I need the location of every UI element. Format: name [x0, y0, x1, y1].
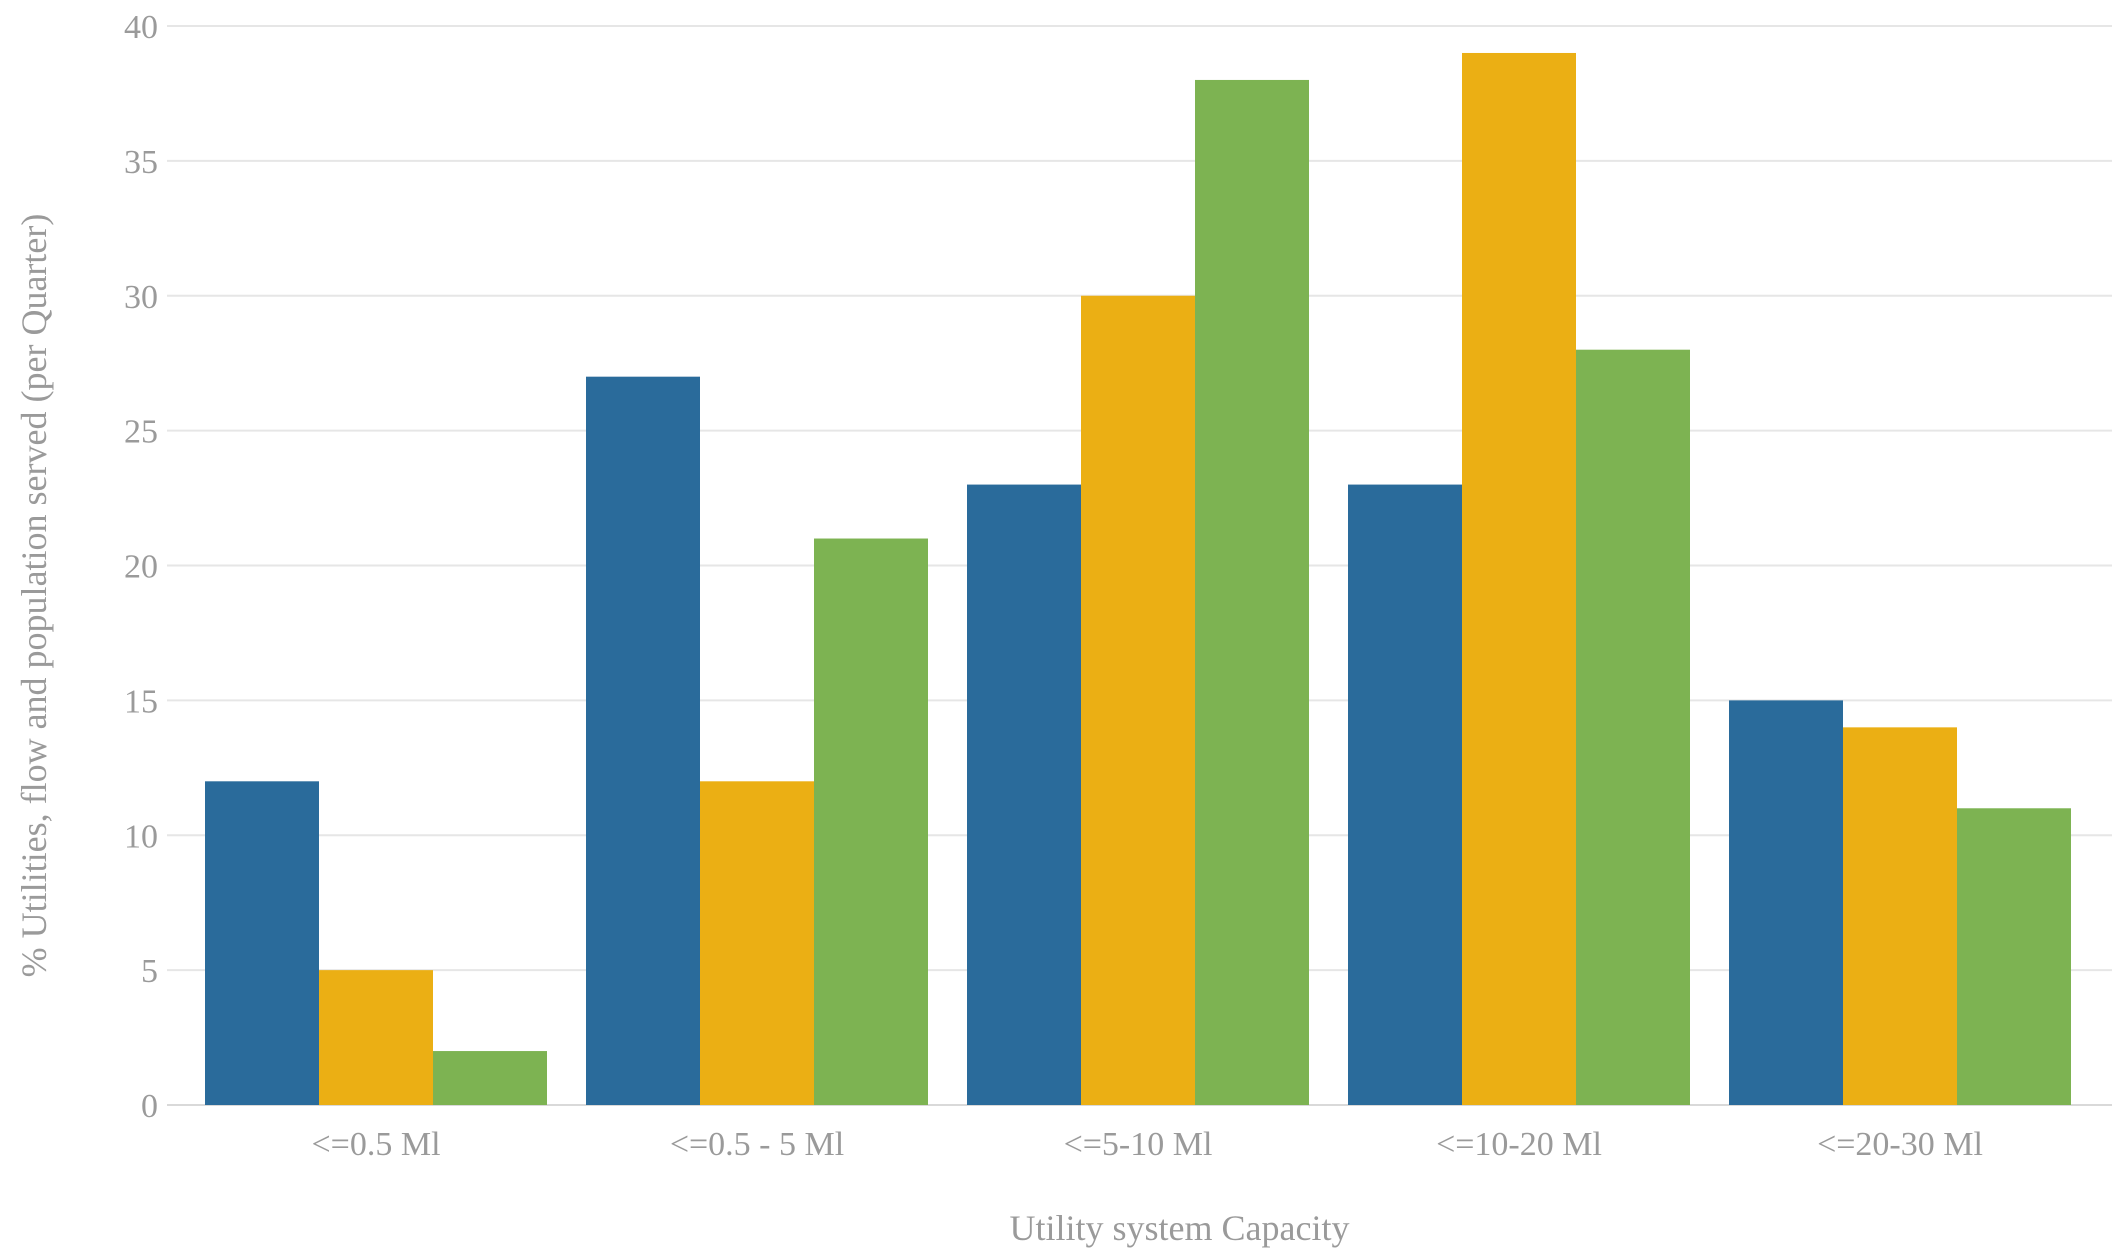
y-axis-ticks: 0 5 10 15 20 25 30 35 40	[124, 9, 158, 1125]
bars	[205, 52, 2071, 1106]
x-tick-label: <=20-30 Ml	[1817, 1126, 1983, 1163]
y-tick-label: 25	[124, 414, 158, 451]
x-axis-ticks: <=0.5 Ml <=0.5 - 5 Ml <=5-10 Ml <=10-20 Ml <…	[311, 1126, 1982, 1163]
y-tick-label: 5	[141, 953, 158, 990]
y-axis-title: % Utilities, flow and population served …	[14, 214, 54, 978]
y-tick-label: 40	[124, 9, 158, 46]
x-tick-label: <=10-20 Ml	[1436, 1126, 1602, 1163]
x-axis-title: Utility system Capacity	[1010, 1208, 1350, 1248]
bar	[586, 376, 700, 1105]
bar	[1576, 349, 1690, 1105]
y-tick-label: 10	[124, 818, 158, 855]
bar	[1348, 484, 1462, 1105]
bar	[1729, 700, 1843, 1105]
bar	[1843, 727, 1957, 1105]
y-tick-label: 20	[124, 549, 158, 586]
y-tick-label: 30	[124, 279, 158, 316]
bar	[319, 970, 433, 1105]
bar	[967, 484, 1081, 1105]
bar	[700, 781, 814, 1105]
bar	[1081, 295, 1195, 1105]
bar	[1195, 79, 1309, 1106]
x-tick-label: <=5-10 Ml	[1064, 1126, 1213, 1163]
x-tick-label: <=0.5 Ml	[311, 1126, 440, 1163]
y-tick-label: 35	[124, 144, 158, 181]
x-tick-label: <=0.5 - 5 Ml	[670, 1126, 844, 1163]
y-tick-label: 15	[124, 683, 158, 720]
y-tick-label: 0	[141, 1088, 158, 1125]
bar	[814, 538, 928, 1105]
bar	[1957, 808, 2071, 1105]
bar	[1462, 52, 1576, 1106]
bar	[205, 781, 319, 1105]
bar	[433, 1051, 547, 1105]
